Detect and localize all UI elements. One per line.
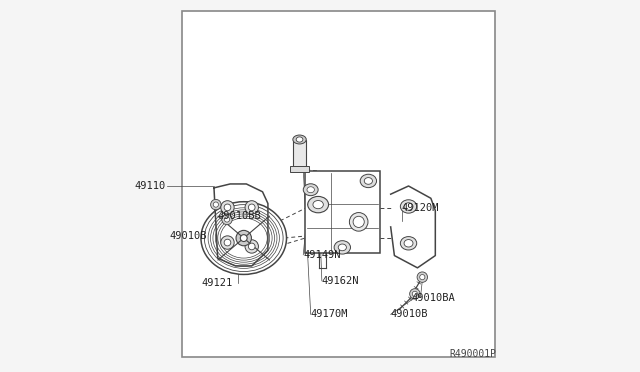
Circle shape: [224, 239, 231, 246]
Text: 49121: 49121: [202, 278, 232, 288]
Bar: [182, 11, 495, 357]
Ellipse shape: [308, 196, 328, 213]
Text: 49120M: 49120M: [402, 203, 439, 213]
Ellipse shape: [222, 214, 232, 225]
Ellipse shape: [404, 203, 413, 210]
Circle shape: [224, 204, 231, 211]
Ellipse shape: [296, 137, 303, 142]
Ellipse shape: [364, 177, 372, 184]
Circle shape: [349, 212, 368, 231]
Ellipse shape: [401, 200, 417, 213]
Text: 49010BA: 49010BA: [411, 293, 455, 302]
Text: 49149N: 49149N: [303, 250, 340, 260]
Text: 49162N: 49162N: [322, 276, 360, 286]
Circle shape: [248, 243, 255, 250]
Ellipse shape: [334, 241, 351, 254]
Ellipse shape: [211, 199, 221, 210]
Text: 49010B: 49010B: [169, 231, 207, 241]
Bar: [291, 166, 309, 172]
Circle shape: [353, 216, 364, 227]
Ellipse shape: [360, 174, 376, 187]
Circle shape: [245, 201, 259, 214]
Ellipse shape: [417, 272, 428, 282]
Polygon shape: [214, 184, 268, 266]
FancyBboxPatch shape: [305, 171, 380, 253]
Ellipse shape: [410, 289, 420, 299]
Text: 49110: 49110: [134, 181, 166, 191]
Ellipse shape: [303, 184, 318, 196]
Text: 49010B: 49010B: [390, 310, 428, 319]
Circle shape: [236, 230, 252, 246]
Ellipse shape: [307, 187, 314, 193]
Circle shape: [240, 235, 247, 241]
Ellipse shape: [225, 217, 230, 222]
Circle shape: [221, 201, 234, 214]
Polygon shape: [390, 186, 435, 268]
Text: R490001P: R490001P: [450, 349, 497, 359]
Ellipse shape: [338, 244, 346, 251]
Text: 49170M: 49170M: [310, 310, 348, 319]
Circle shape: [245, 240, 259, 253]
Ellipse shape: [420, 275, 425, 280]
Ellipse shape: [313, 201, 323, 209]
Circle shape: [221, 236, 234, 249]
Text: 49010BB: 49010BB: [218, 211, 262, 221]
Bar: [293, 140, 306, 167]
Ellipse shape: [404, 240, 413, 247]
Ellipse shape: [412, 291, 417, 296]
Ellipse shape: [213, 202, 218, 207]
Circle shape: [248, 204, 255, 211]
Ellipse shape: [401, 237, 417, 250]
Ellipse shape: [201, 202, 287, 275]
Ellipse shape: [293, 135, 306, 144]
